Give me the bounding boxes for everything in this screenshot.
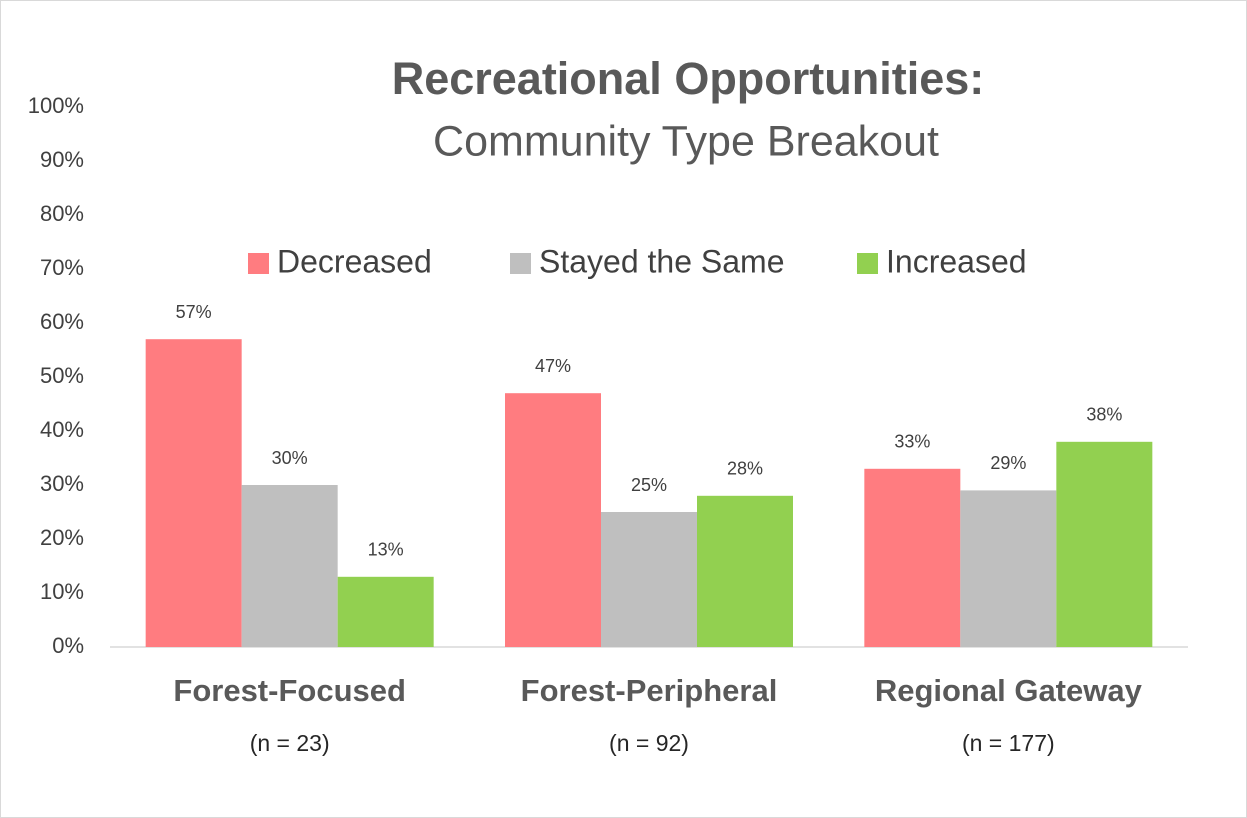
bar — [145, 339, 242, 647]
bar — [1056, 441, 1153, 647]
legend-label: Stayed the Same — [539, 243, 784, 279]
value-label: 28% — [727, 459, 763, 479]
value-label: 38% — [1086, 405, 1122, 425]
legend-label: Decreased — [277, 243, 432, 279]
bar — [960, 490, 1057, 647]
bar — [697, 495, 793, 647]
value-label: 29% — [990, 453, 1026, 473]
y-tick-label: 0% — [52, 633, 84, 658]
y-tick-label: 20% — [40, 525, 84, 550]
bar — [601, 512, 697, 647]
x-tick-sublabel: (n = 23) — [250, 730, 330, 756]
chart-subtitle: Community Type Breakout — [433, 117, 939, 165]
x-tick-label: Forest-Peripheral — [521, 673, 778, 708]
x-tick-label: Forest-Focused — [173, 673, 406, 708]
value-label: 47% — [535, 356, 571, 376]
y-tick-label: 70% — [40, 255, 84, 280]
legend-label: Increased — [886, 243, 1027, 279]
chart-title: Recreational Opportunities: — [392, 53, 985, 104]
bar — [864, 468, 961, 647]
legend-swatch — [510, 253, 531, 274]
y-tick-label: 30% — [40, 471, 84, 496]
legend-swatch — [857, 253, 878, 274]
y-tick-label: 90% — [40, 147, 84, 172]
x-tick-sublabel: (n = 92) — [609, 730, 689, 756]
y-tick-label: 80% — [40, 201, 84, 226]
value-label: 30% — [272, 448, 308, 468]
value-label: 57% — [176, 302, 212, 322]
bar — [505, 393, 601, 647]
legend-swatch — [248, 253, 269, 274]
y-tick-label: 60% — [40, 309, 84, 334]
value-label: 25% — [631, 475, 667, 495]
bar — [337, 576, 434, 647]
bar — [241, 485, 338, 647]
y-tick-label: 40% — [40, 417, 84, 442]
y-tick-label: 50% — [40, 363, 84, 388]
x-tick-label: Regional Gateway — [875, 673, 1143, 708]
y-tick-label: 10% — [40, 579, 84, 604]
value-label: 33% — [894, 432, 930, 452]
y-tick-label: 100% — [28, 93, 84, 118]
x-tick-sublabel: (n = 177) — [962, 730, 1055, 756]
value-label: 13% — [368, 540, 404, 560]
